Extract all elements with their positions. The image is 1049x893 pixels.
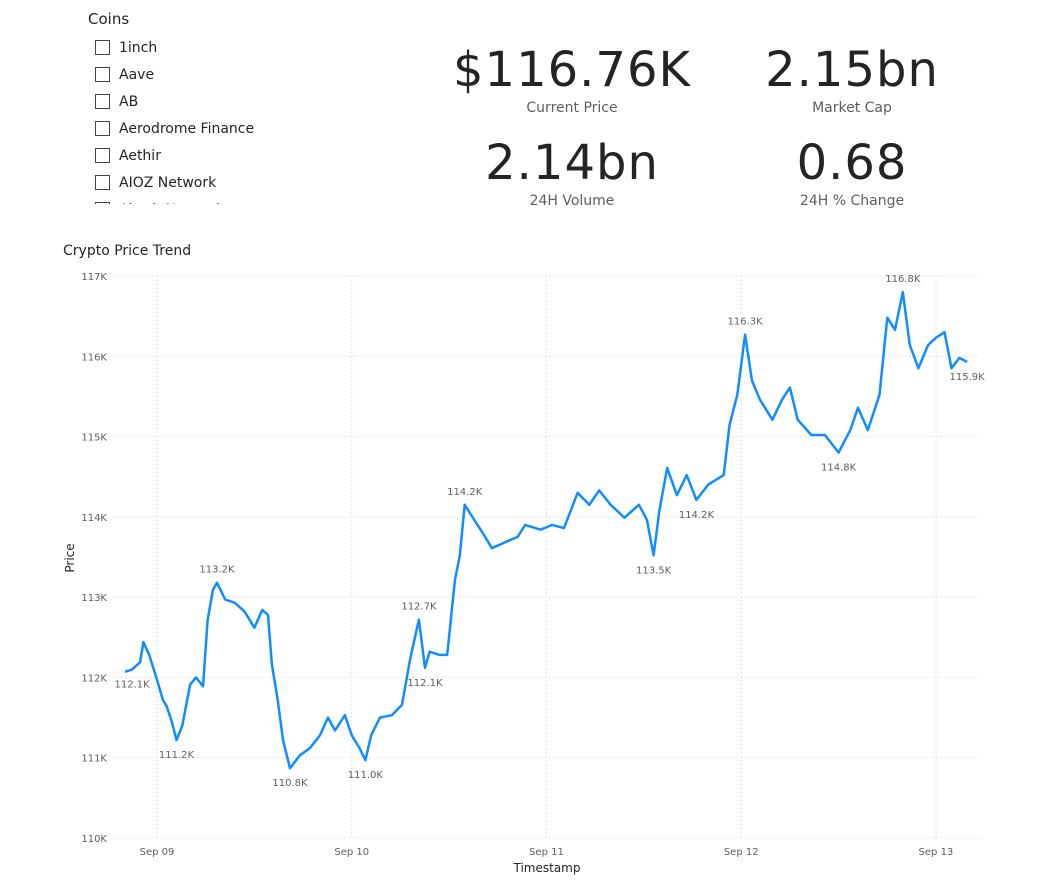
slicer-item-label: AIOZ Network: [119, 174, 217, 191]
slicer-item[interactable]: 1inch: [88, 34, 328, 61]
data-label: 116.3K: [728, 317, 764, 328]
kpi-value: 2.15bn: [765, 42, 939, 98]
slicer: Coins 1inch Aave AB Aerodrome Finance Aethir…: [88, 10, 328, 204]
slicer-item[interactable]: AIOZ Network: [88, 169, 328, 196]
y-tick-label: 116K: [81, 352, 107, 363]
kpi-label: Current Price: [526, 100, 618, 116]
slicer-item[interactable]: Aerodrome Finance: [88, 115, 328, 142]
data-label: 112.1K: [407, 678, 443, 689]
checkbox[interactable]: [95, 67, 110, 82]
slicer-list: 1inch Aave AB Aerodrome Finance Aethir AIOZ N…: [88, 34, 328, 204]
checkbox[interactable]: [95, 121, 110, 136]
y-tick-label: 112K: [81, 673, 107, 684]
data-label: 112.1K: [114, 679, 150, 690]
checkbox[interactable]: [95, 175, 110, 190]
slicer-item-label: Aerodrome Finance: [119, 120, 255, 137]
kpi-value: 2.14bn: [485, 135, 659, 191]
chart: Crypto Price Trend Timestamp Price 110K 1…: [63, 243, 986, 875]
kpi-card: 2.15bn Market Cap: [712, 42, 992, 116]
kpi-card: $116.76K Current Price: [432, 42, 712, 116]
data-label: 114.2K: [679, 510, 715, 521]
slicer-item-label: Akash Network: [119, 202, 224, 205]
slicer-item-label: AB: [119, 93, 139, 110]
kpi-card: 2.14bn 24H Volume: [432, 135, 712, 209]
x-tick-label: Sep 10: [334, 847, 369, 858]
checkbox[interactable]: [95, 202, 110, 204]
y-tick-label: 115K: [81, 433, 107, 444]
chart-title: Crypto Price Trend: [63, 243, 191, 259]
data-label: 113.5K: [636, 565, 672, 576]
checkbox[interactable]: [95, 40, 110, 55]
checkbox[interactable]: [95, 94, 110, 109]
data-label: 114.2K: [447, 487, 483, 498]
data-label: 114.8K: [821, 463, 857, 474]
y-tick-label: 111K: [81, 754, 107, 765]
slicer-item-label: Aethir: [119, 147, 161, 164]
kpi-value: 0.68: [796, 135, 908, 191]
x-tick-label: Sep 09: [140, 847, 175, 858]
x-tick-label: Sep 12: [724, 847, 759, 858]
data-label: 116.8K: [885, 274, 921, 285]
kpi-label: Market Cap: [812, 100, 892, 116]
slicer-title: Coins: [88, 10, 130, 28]
price-line: [124, 290, 968, 770]
data-label: 115.9K: [950, 372, 986, 383]
slicer-item-label: 1inch: [119, 39, 158, 56]
slicer-item[interactable]: Aethir: [88, 142, 328, 169]
kpi-value: $116.76K: [453, 42, 691, 98]
kpi-card: 0.68 24H % Change: [712, 135, 992, 209]
kpi-label: 24H Volume: [529, 193, 615, 209]
data-label: 112.7K: [401, 602, 437, 613]
y-tick-label: 117K: [81, 272, 107, 283]
y-tick-label: 110K: [81, 834, 107, 845]
slicer-item[interactable]: AB: [88, 88, 328, 115]
y-tick-label: 113K: [81, 593, 107, 604]
slicer-item[interactable]: Akash Network: [88, 196, 328, 204]
kpi-label: 24H % Change: [799, 193, 905, 209]
y-axis-title: Price: [63, 543, 77, 572]
data-label: 113.2K: [199, 565, 235, 576]
data-label: 110.8K: [272, 778, 308, 789]
y-tick-label: 114K: [81, 513, 107, 524]
x-tick-label: Sep 11: [529, 847, 564, 858]
x-tick-label: Sep 13: [919, 847, 954, 858]
data-label: 111.2K: [159, 750, 195, 761]
slicer-item[interactable]: Aave: [88, 61, 328, 88]
slicer-item-label: Aave: [119, 66, 155, 83]
checkbox[interactable]: [95, 148, 110, 163]
data-label: 111.0K: [348, 770, 384, 781]
x-axis-title: Timestamp: [513, 861, 581, 875]
